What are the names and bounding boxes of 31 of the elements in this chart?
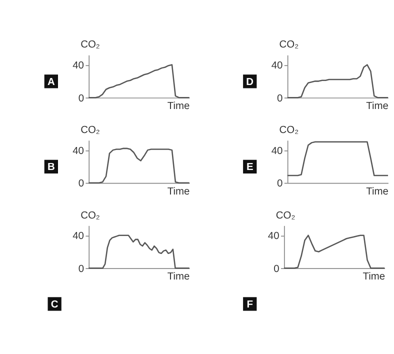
x-axis-title: Time [366,186,389,198]
x-axis-title: Time [366,101,389,112]
y-axis-title: CO₂ [276,210,296,222]
text: B [47,162,55,174]
text: C [50,299,59,310]
y-tick-label: 40 [271,146,284,157]
y-tick-label: 0 [78,178,84,190]
text: A [47,76,56,88]
x-axis-title: Time [167,272,190,283]
y-tick-label: 0 [78,264,84,275]
text: E [246,162,254,174]
y-tick-label: 40 [72,60,84,72]
line-series [286,141,389,176]
y-axis-title: CO₂ [279,124,299,136]
text: D [246,76,254,88]
x-axis-title: Time [362,272,386,283]
y-tick-label: 40 [271,60,284,72]
y-axis-title: CO₂ [80,124,100,136]
y-tick-label: 0 [277,93,284,104]
y-axis-title: CO₂ [80,210,100,222]
x-axis-title: Time [167,186,190,198]
y-tick-label: 40 [72,146,84,157]
y-tick-label: 0 [78,93,84,104]
x-axis-title: Time [167,101,190,112]
text: F [246,299,253,310]
y-tick-label: 0 [274,264,280,275]
y-tick-label: 40 [268,231,280,242]
y-tick-label: 0 [277,178,284,190]
y-tick-label: 40 [72,231,84,242]
y-axis-title: CO₂ [80,40,100,51]
y-axis-title: CO₂ [279,40,299,51]
